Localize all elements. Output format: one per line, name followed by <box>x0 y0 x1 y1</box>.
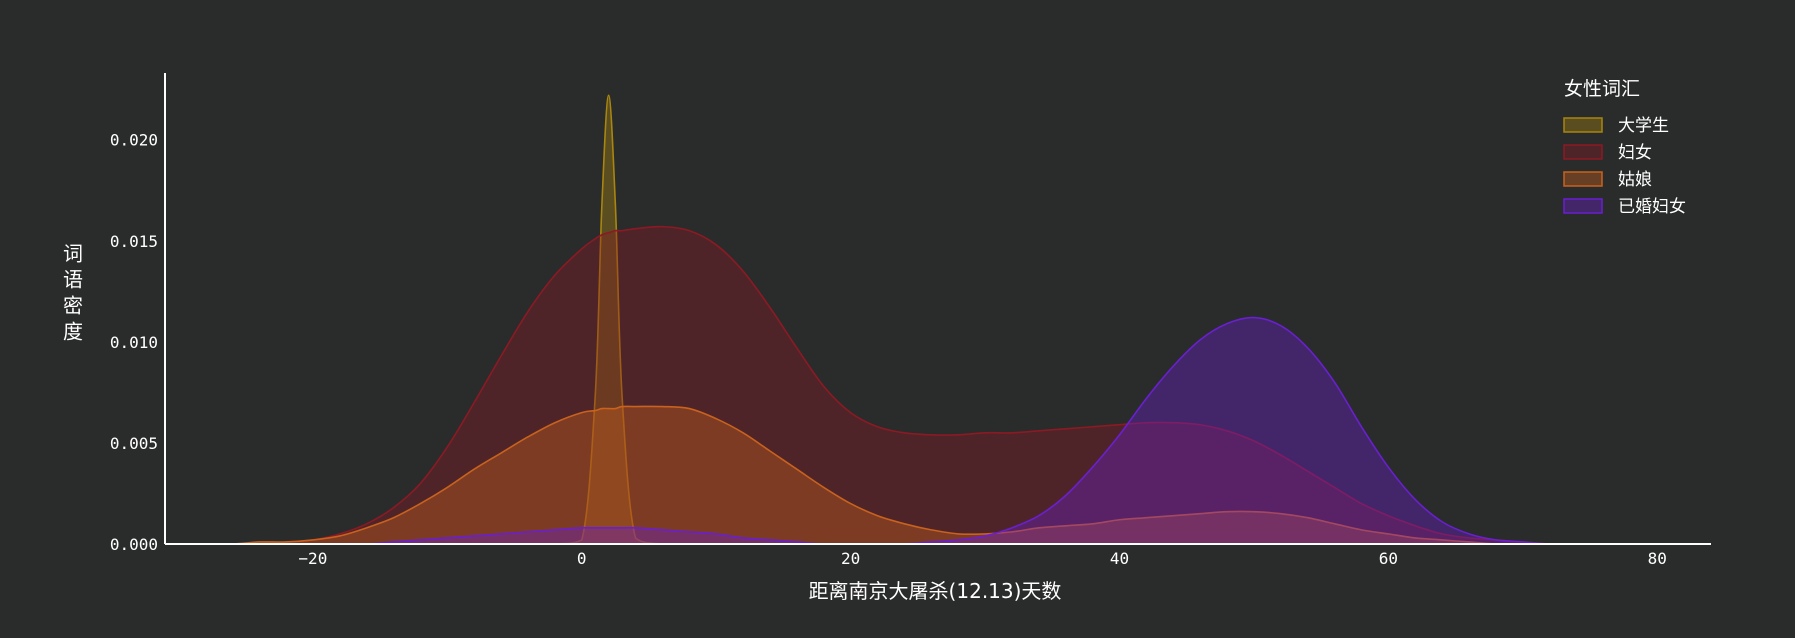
y-tick-label: 0.000 <box>110 535 158 554</box>
x-tick-label: 40 <box>1110 549 1129 568</box>
x-tick-label: 20 <box>841 549 860 568</box>
legend-swatch <box>1563 117 1603 133</box>
x-ticks: −20 0 20 40 60 80 <box>298 549 1666 568</box>
y-tick-label: 0.010 <box>110 333 158 352</box>
y-axis-label: 词语密度 <box>63 242 83 344</box>
series-layer <box>178 94 1658 545</box>
legend-swatch <box>1563 171 1603 187</box>
y-tick-label: 0.005 <box>110 434 158 453</box>
legend-label: 姑娘 <box>1618 170 1652 190</box>
x-tick-label: 80 <box>1648 549 1667 568</box>
y-tick-label: 0.015 <box>110 232 158 251</box>
legend-swatch <box>1563 144 1603 160</box>
x-tick-label: 60 <box>1379 549 1398 568</box>
legend-swatch <box>1563 198 1603 214</box>
series-line-2 <box>178 405 1658 545</box>
legend-title: 女性词汇 <box>1564 78 1640 100</box>
y-ticks: 0.000 0.005 0.010 0.015 0.020 <box>110 131 158 554</box>
legend-label: 大学生 <box>1618 116 1669 136</box>
x-axis-label: 距离南京大屠杀(12.13)天数 <box>809 579 1062 603</box>
y-tick-label: 0.020 <box>110 131 158 150</box>
legend-label: 已婚妇女 <box>1618 197 1686 217</box>
series-area-3 <box>178 317 1658 544</box>
series-area-2 <box>178 406 1658 544</box>
series-area-1 <box>178 226 1658 544</box>
x-tick-label: −20 <box>298 549 327 568</box>
legend-label: 妇女 <box>1618 143 1652 163</box>
x-tick-label: 0 <box>577 549 587 568</box>
series-line-1 <box>178 225 1658 545</box>
